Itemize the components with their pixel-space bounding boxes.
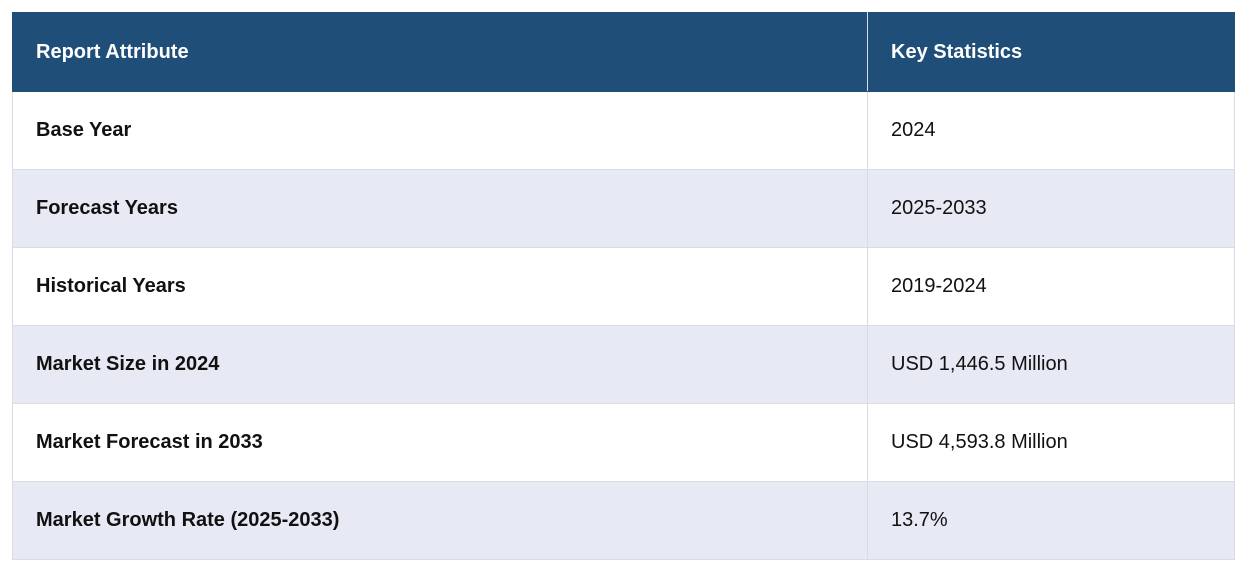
row-value: 13.7% [867, 481, 1235, 560]
row-attribute: Market Growth Rate (2025-2033) [12, 481, 868, 560]
row-value: 2019-2024 [867, 247, 1235, 326]
table-row: Market Size in 2024 USD 1,446.5 Million [12, 325, 1235, 404]
table-row: Base Year 2024 [12, 91, 1235, 170]
table-header-row: Report Attribute Key Statistics [12, 12, 1235, 92]
report-table-container: Report Attribute Key Statistics Base Yea… [12, 12, 1235, 560]
row-value: USD 4,593.8 Million [867, 403, 1235, 482]
header-key-statistics: Key Statistics [867, 12, 1235, 92]
row-attribute: Market Forecast in 2033 [12, 403, 868, 482]
table-row: Market Growth Rate (2025-2033) 13.7% [12, 481, 1235, 560]
table-row: Forecast Years 2025-2033 [12, 169, 1235, 248]
row-value: 2024 [867, 91, 1235, 170]
row-attribute: Historical Years [12, 247, 868, 326]
header-report-attribute: Report Attribute [12, 12, 868, 92]
row-value: 2025-2033 [867, 169, 1235, 248]
row-attribute: Base Year [12, 91, 868, 170]
row-value: USD 1,446.5 Million [867, 325, 1235, 404]
table-row: Historical Years 2019-2024 [12, 247, 1235, 326]
row-attribute: Forecast Years [12, 169, 868, 248]
report-statistics-table: Report Attribute Key Statistics Base Yea… [12, 12, 1235, 560]
row-attribute: Market Size in 2024 [12, 325, 868, 404]
table-row: Market Forecast in 2033 USD 4,593.8 Mill… [12, 403, 1235, 482]
